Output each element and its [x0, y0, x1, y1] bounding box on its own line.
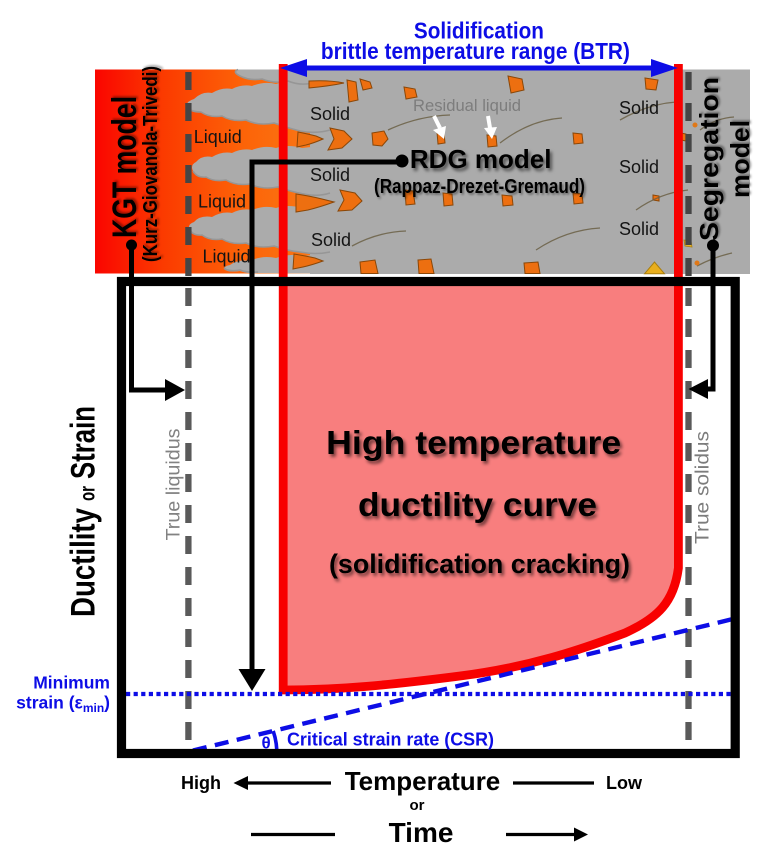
svg-text:Solid: Solid: [310, 104, 350, 124]
svg-text:Minimum: Minimum: [33, 673, 110, 693]
svg-text:Residual liquid: Residual liquid: [413, 96, 521, 115]
svg-text:(Kurz-Giovanola-Trivedi): (Kurz-Giovanola-Trivedi): [140, 66, 162, 262]
svg-text:Ductility: Ductility: [65, 508, 103, 617]
svg-text:Temperature: Temperature: [345, 766, 501, 796]
svg-text:Segregation: Segregation: [694, 77, 724, 241]
svg-text:strain (εmin): strain (εmin): [16, 693, 110, 716]
svg-text:High temperature: High temperature: [326, 424, 621, 461]
svg-text:Solid: Solid: [310, 165, 350, 185]
svg-text:(Rappaz-Drezet-Gremaud): (Rappaz-Drezet-Gremaud): [374, 175, 585, 198]
svg-text:High: High: [181, 773, 221, 793]
svg-text:Strain: Strain: [65, 406, 103, 479]
svg-text:θ: θ: [262, 734, 271, 753]
svg-text:RDG model: RDG model: [410, 144, 552, 174]
svg-text:Liquid: Liquid: [202, 247, 250, 267]
svg-text:KGT model: KGT model: [106, 96, 144, 238]
svg-text:Solid: Solid: [619, 219, 659, 239]
svg-text:Solid: Solid: [619, 157, 659, 177]
svg-text:or: or: [77, 486, 100, 501]
svg-text:brittle temperature range (BTR: brittle temperature range (BTR): [321, 38, 630, 64]
svg-text:Liquid: Liquid: [198, 192, 246, 212]
svg-text:(solidification cracking): (solidification cracking): [329, 549, 630, 579]
svg-text:Liquid: Liquid: [194, 127, 242, 147]
svg-text:Solid: Solid: [619, 98, 659, 118]
svg-text:model: model: [725, 120, 755, 198]
svg-text:ductility curve: ductility curve: [358, 486, 597, 523]
svg-text:Solid: Solid: [311, 230, 351, 250]
svg-text:True solidus: True solidus: [692, 431, 714, 544]
svg-text:Critical strain rate (CSR): Critical strain rate (CSR): [287, 730, 494, 750]
svg-text:or: or: [410, 797, 425, 814]
svg-text:True liquidus: True liquidus: [163, 428, 185, 540]
svg-text:Solidification: Solidification: [414, 18, 544, 44]
svg-text:Low: Low: [606, 773, 643, 793]
svg-text:Time: Time: [389, 817, 454, 848]
